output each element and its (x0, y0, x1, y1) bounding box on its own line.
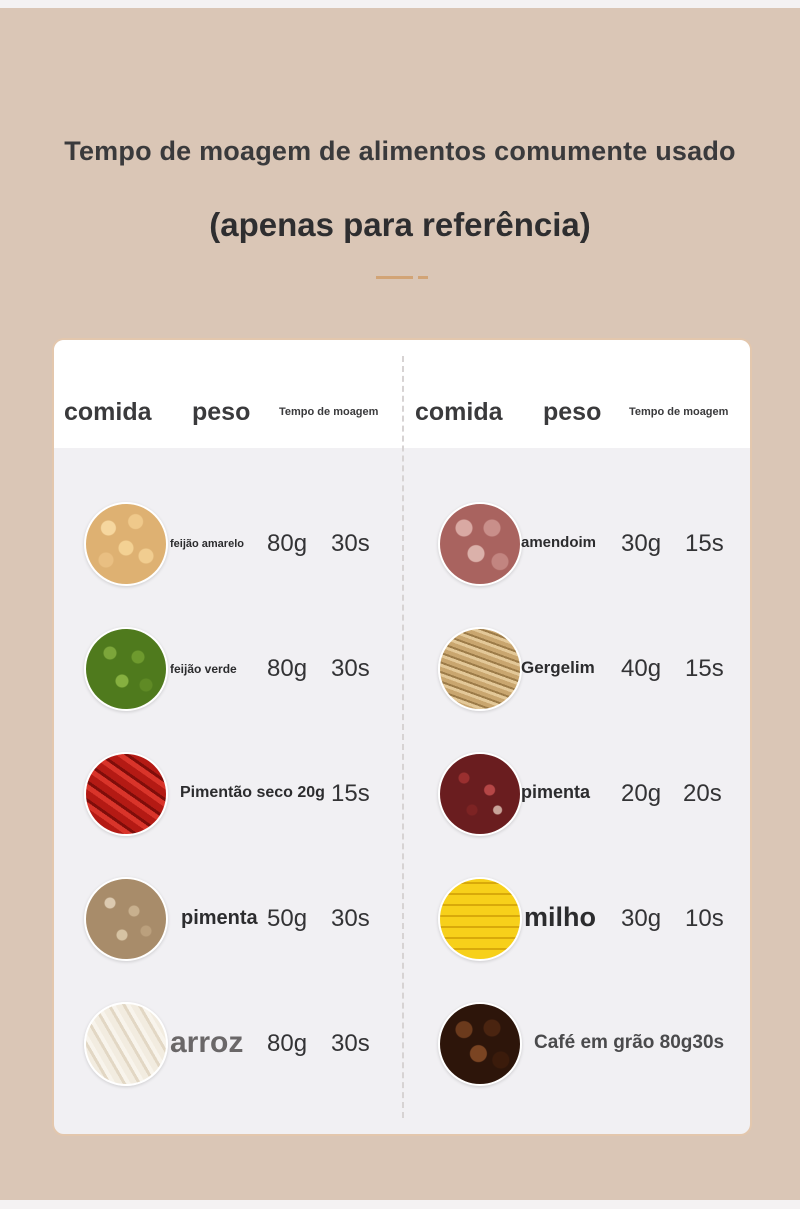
header-time-left: Tempo de moagem (279, 406, 379, 418)
table-row: Pimentão seco 20g 15s pimenta 20g 20s (54, 752, 750, 836)
header-food-left: comida (64, 398, 152, 426)
header-weight-right: peso (543, 398, 602, 426)
header-food-right: comida (415, 398, 503, 426)
food-weight: 80g (267, 1030, 308, 1057)
food-name: pimenta (521, 782, 591, 802)
food-name: Pimentão seco 20g (180, 784, 325, 801)
grind-time: 30s (331, 1030, 370, 1057)
page-title: Tempo de moagem de alimentos comumente u… (64, 136, 736, 166)
grind-time: 30s (331, 905, 370, 932)
food-weight: 30g (621, 905, 662, 932)
table-row: pimenta 50g 30s milho 30g 10s (54, 877, 750, 961)
header-weight-left: peso (192, 398, 251, 426)
accent-line (376, 276, 413, 279)
grind-time: 10s (685, 905, 724, 932)
table-row: arroz 80g 30s Café em grão 80g30s (54, 1002, 750, 1086)
food-name: pimenta (181, 907, 258, 929)
mung-bean-icon (84, 627, 168, 711)
food-weight: 80g (267, 655, 308, 682)
grind-time: 15s (331, 780, 370, 807)
soybean-icon (84, 502, 168, 586)
food-name: arroz (170, 1026, 244, 1059)
grinding-time-table: comida peso Tempo de moagem comida peso … (52, 338, 752, 1136)
coffee-bean-icon (438, 1002, 522, 1086)
food-name: Café em grão 80g30s (534, 1032, 725, 1053)
sesame-icon (438, 627, 522, 711)
header-time-right: Tempo de moagem (629, 406, 729, 418)
food-weight: 20g (621, 780, 662, 807)
food-weight: 80g (267, 530, 308, 557)
column-divider (402, 356, 404, 1118)
grind-time: 30s (331, 655, 370, 682)
rice-icon (84, 1002, 168, 1086)
corn-icon (438, 877, 522, 961)
sichuan-pepper-icon (438, 752, 522, 836)
peanut-icon (438, 502, 522, 586)
grind-time: 30s (331, 530, 370, 557)
table-row: feijão amarelo 80g 30s amendoim 30g 15s (54, 502, 750, 586)
grind-time: 15s (685, 655, 724, 682)
food-weight: 50g (267, 905, 308, 932)
food-name: Gergelim (521, 658, 595, 677)
accent-dot (418, 276, 428, 279)
grind-time: 20s (683, 780, 722, 807)
food-name: feijão verde (170, 662, 237, 676)
grind-time: 15s (685, 530, 724, 557)
food-weight: 30g (621, 530, 662, 557)
peppercorn-icon (84, 877, 168, 961)
background-panel: Tempo de moagem de alimentos comumente u… (0, 8, 800, 1200)
page-subtitle: (apenas para referência) (209, 206, 591, 243)
food-weight: 40g (621, 655, 662, 682)
table-row: feijão verde 80g 30s Gergelim 40g 15s (54, 627, 750, 711)
food-name: milho (524, 902, 596, 932)
food-name: amendoim (521, 534, 597, 551)
dried-chili-icon (84, 752, 168, 836)
food-name: feijão amarelo (170, 538, 244, 550)
